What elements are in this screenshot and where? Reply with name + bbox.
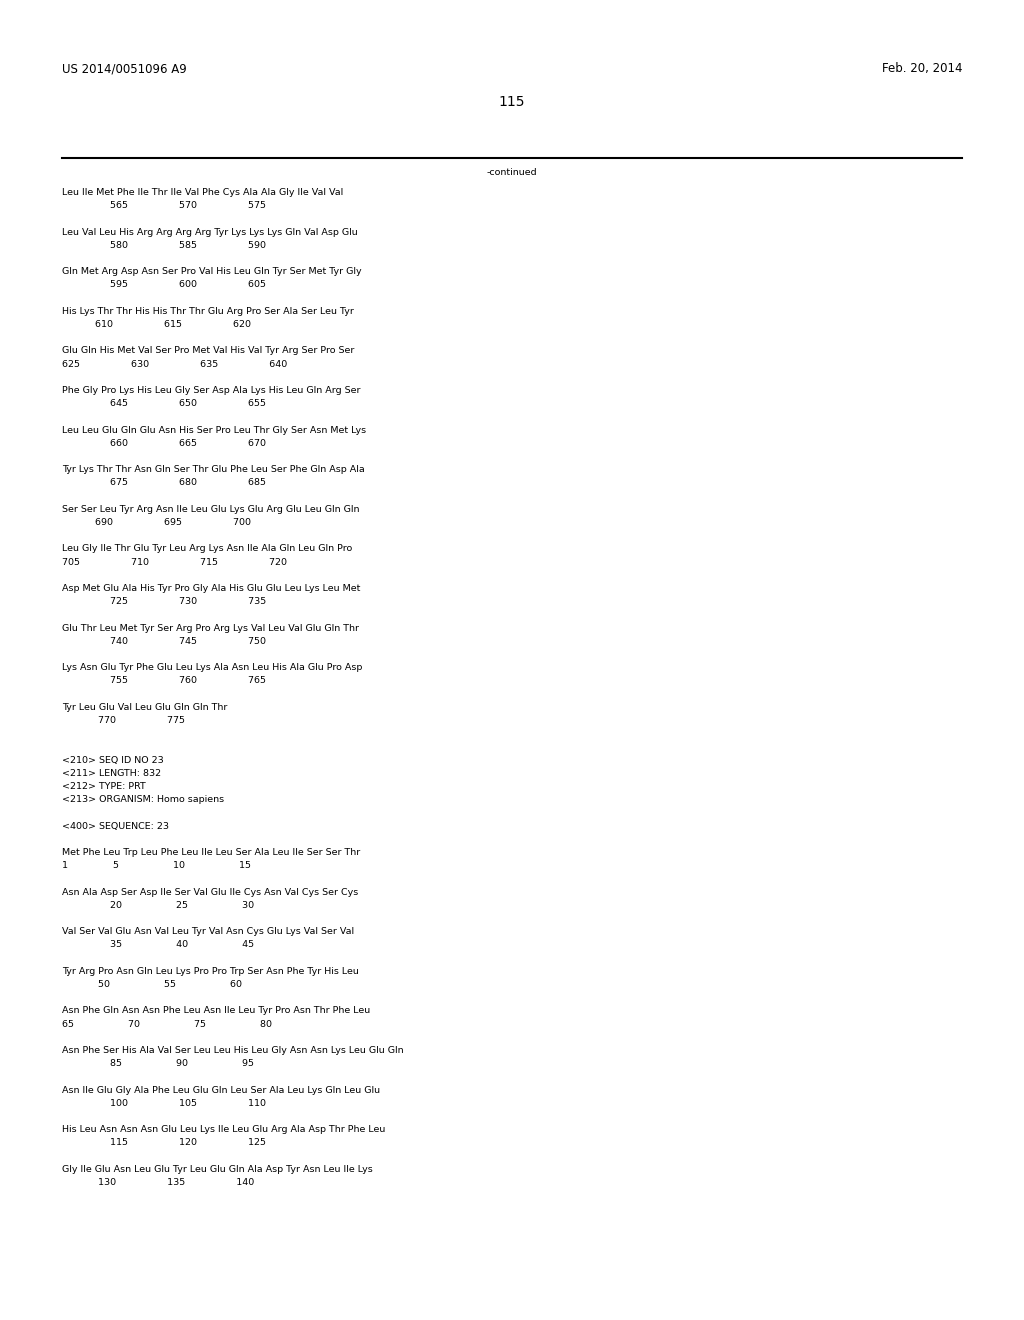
Text: 755                 760                 765: 755 760 765 <box>62 676 266 685</box>
Text: Leu Leu Glu Gln Glu Asn His Ser Pro Leu Thr Gly Ser Asn Met Lys: Leu Leu Glu Gln Glu Asn His Ser Pro Leu … <box>62 425 367 434</box>
Text: 100                 105                 110: 100 105 110 <box>62 1098 266 1107</box>
Text: His Lys Thr Thr His His Thr Thr Glu Arg Pro Ser Ala Ser Leu Tyr: His Lys Thr Thr His His Thr Thr Glu Arg … <box>62 306 354 315</box>
Text: 130                 135                 140: 130 135 140 <box>62 1177 254 1187</box>
Text: -continued: -continued <box>486 168 538 177</box>
Text: 740                 745                 750: 740 745 750 <box>62 636 266 645</box>
Text: Leu Gly Ile Thr Glu Tyr Leu Arg Lys Asn Ile Ala Gln Leu Gln Pro: Leu Gly Ile Thr Glu Tyr Leu Arg Lys Asn … <box>62 544 352 553</box>
Text: 610                 615                 620: 610 615 620 <box>62 319 251 329</box>
Text: <212> TYPE: PRT: <212> TYPE: PRT <box>62 781 145 791</box>
Text: 770                 775: 770 775 <box>62 715 185 725</box>
Text: Asp Met Glu Ala His Tyr Pro Gly Ala His Glu Glu Leu Lys Leu Met: Asp Met Glu Ala His Tyr Pro Gly Ala His … <box>62 583 360 593</box>
Text: Ser Ser Leu Tyr Arg Asn Ile Leu Glu Lys Glu Arg Glu Leu Gln Gln: Ser Ser Leu Tyr Arg Asn Ile Leu Glu Lys … <box>62 504 359 513</box>
Text: 115: 115 <box>499 95 525 110</box>
Text: Leu Val Leu His Arg Arg Arg Arg Tyr Lys Lys Lys Gln Val Asp Glu: Leu Val Leu His Arg Arg Arg Arg Tyr Lys … <box>62 227 357 236</box>
Text: 580                 585                 590: 580 585 590 <box>62 240 266 249</box>
Text: 20                  25                  30: 20 25 30 <box>62 900 254 909</box>
Text: Tyr Leu Glu Val Leu Glu Gln Gln Thr: Tyr Leu Glu Val Leu Glu Gln Gln Thr <box>62 702 227 711</box>
Text: <211> LENGTH: 832: <211> LENGTH: 832 <box>62 768 161 777</box>
Text: Tyr Arg Pro Asn Gln Leu Lys Pro Pro Trp Ser Asn Phe Tyr His Leu: Tyr Arg Pro Asn Gln Leu Lys Pro Pro Trp … <box>62 966 358 975</box>
Text: Glu Thr Leu Met Tyr Ser Arg Pro Arg Lys Val Leu Val Glu Gln Thr: Glu Thr Leu Met Tyr Ser Arg Pro Arg Lys … <box>62 623 359 632</box>
Text: Glu Gln His Met Val Ser Pro Met Val His Val Tyr Arg Ser Pro Ser: Glu Gln His Met Val Ser Pro Met Val His … <box>62 346 354 355</box>
Text: 595                 600                 605: 595 600 605 <box>62 280 266 289</box>
Text: Asn Ile Glu Gly Ala Phe Leu Glu Gln Leu Ser Ala Leu Lys Gln Leu Glu: Asn Ile Glu Gly Ala Phe Leu Glu Gln Leu … <box>62 1085 380 1094</box>
Text: 65                  70                  75                  80: 65 70 75 80 <box>62 1019 272 1028</box>
Text: Feb. 20, 2014: Feb. 20, 2014 <box>882 62 962 75</box>
Text: 565                 570                 575: 565 570 575 <box>62 201 266 210</box>
Text: Lys Asn Glu Tyr Phe Glu Leu Lys Ala Asn Leu His Ala Glu Pro Asp: Lys Asn Glu Tyr Phe Glu Leu Lys Ala Asn … <box>62 663 362 672</box>
Text: Val Ser Val Glu Asn Val Leu Tyr Val Asn Cys Glu Lys Val Ser Val: Val Ser Val Glu Asn Val Leu Tyr Val Asn … <box>62 927 354 936</box>
Text: 50                  55                  60: 50 55 60 <box>62 979 242 989</box>
Text: 690                 695                 700: 690 695 700 <box>62 517 251 527</box>
Text: Met Phe Leu Trp Leu Phe Leu Ile Leu Ser Ala Leu Ile Ser Ser Thr: Met Phe Leu Trp Leu Phe Leu Ile Leu Ser … <box>62 847 360 857</box>
Text: 115                 120                 125: 115 120 125 <box>62 1138 266 1147</box>
Text: Phe Gly Pro Lys His Leu Gly Ser Asp Ala Lys His Leu Gln Arg Ser: Phe Gly Pro Lys His Leu Gly Ser Asp Ala … <box>62 385 360 395</box>
Text: <210> SEQ ID NO 23: <210> SEQ ID NO 23 <box>62 755 164 764</box>
Text: Gln Met Arg Asp Asn Ser Pro Val His Leu Gln Tyr Ser Met Tyr Gly: Gln Met Arg Asp Asn Ser Pro Val His Leu … <box>62 267 361 276</box>
Text: 660                 665                 670: 660 665 670 <box>62 438 266 447</box>
Text: 705                 710                 715                 720: 705 710 715 720 <box>62 557 287 566</box>
Text: 725                 730                 735: 725 730 735 <box>62 597 266 606</box>
Text: 85                  90                  95: 85 90 95 <box>62 1059 254 1068</box>
Text: Asn Phe Gln Asn Asn Phe Leu Asn Ile Leu Tyr Pro Asn Thr Phe Leu: Asn Phe Gln Asn Asn Phe Leu Asn Ile Leu … <box>62 1006 371 1015</box>
Text: 35                  40                  45: 35 40 45 <box>62 940 254 949</box>
Text: Asn Ala Asp Ser Asp Ile Ser Val Glu Ile Cys Asn Val Cys Ser Cys: Asn Ala Asp Ser Asp Ile Ser Val Glu Ile … <box>62 887 358 896</box>
Text: Tyr Lys Thr Thr Asn Gln Ser Thr Glu Phe Leu Ser Phe Gln Asp Ala: Tyr Lys Thr Thr Asn Gln Ser Thr Glu Phe … <box>62 465 365 474</box>
Text: Asn Phe Ser His Ala Val Ser Leu Leu His Leu Gly Asn Asn Lys Leu Glu Gln: Asn Phe Ser His Ala Val Ser Leu Leu His … <box>62 1045 403 1055</box>
Text: US 2014/0051096 A9: US 2014/0051096 A9 <box>62 62 186 75</box>
Text: His Leu Asn Asn Asn Glu Leu Lys Ile Leu Glu Arg Ala Asp Thr Phe Leu: His Leu Asn Asn Asn Glu Leu Lys Ile Leu … <box>62 1125 385 1134</box>
Text: 675                 680                 685: 675 680 685 <box>62 478 266 487</box>
Text: <400> SEQUENCE: 23: <400> SEQUENCE: 23 <box>62 821 169 830</box>
Text: 645                 650                 655: 645 650 655 <box>62 399 266 408</box>
Text: <213> ORGANISM: Homo sapiens: <213> ORGANISM: Homo sapiens <box>62 795 224 804</box>
Text: Leu Ile Met Phe Ile Thr Ile Val Phe Cys Ala Ala Gly Ile Val Val: Leu Ile Met Phe Ile Thr Ile Val Phe Cys … <box>62 187 343 197</box>
Text: 1               5                  10                  15: 1 5 10 15 <box>62 861 251 870</box>
Text: 625                 630                 635                 640: 625 630 635 640 <box>62 359 288 368</box>
Text: Gly Ile Glu Asn Leu Glu Tyr Leu Glu Gln Ala Asp Tyr Asn Leu Ile Lys: Gly Ile Glu Asn Leu Glu Tyr Leu Glu Gln … <box>62 1164 373 1173</box>
